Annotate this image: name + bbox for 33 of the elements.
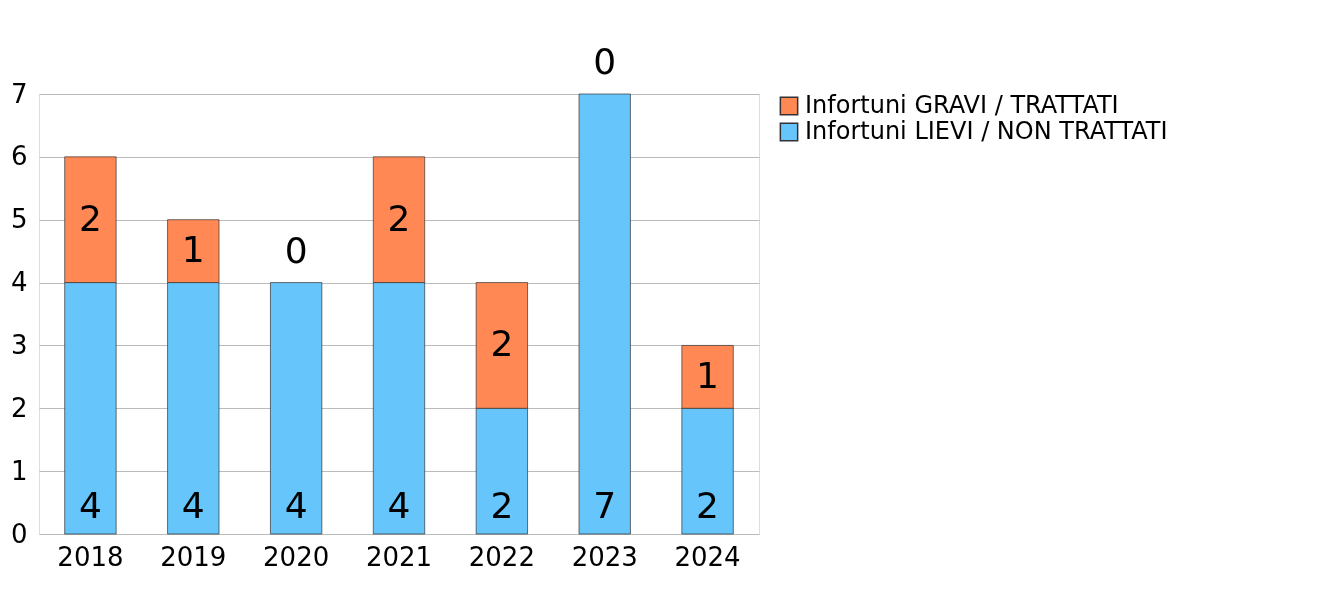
- legend-label: Infortuni LIEVI / NON TRATTATI: [805, 117, 1168, 145]
- y-tick-label: 5: [10, 204, 28, 235]
- y-tick-label: 7: [10, 78, 28, 109]
- data-label: 2: [78, 197, 102, 239]
- y-tick-label: 4: [10, 267, 28, 298]
- data-label: 2: [490, 323, 514, 365]
- data-label: 7: [593, 485, 617, 526]
- data-label: 4: [284, 485, 308, 526]
- x-tick-label: 2024: [674, 541, 741, 572]
- bar: [578, 93, 631, 535]
- x-tick-label: 2021: [365, 541, 433, 572]
- x-tick-label: 2022: [468, 541, 535, 572]
- bar: [270, 282, 323, 535]
- data-label: 1: [181, 229, 205, 271]
- data-label: 4: [78, 485, 102, 526]
- x-tick-label: 2018: [57, 541, 124, 572]
- data-label: 0: [284, 229, 308, 271]
- data-label: 2: [490, 485, 514, 526]
- data-label: 1: [696, 354, 720, 396]
- data-label: 2: [696, 485, 720, 526]
- y-tick-label: 6: [10, 141, 28, 172]
- data-label: 4: [387, 485, 411, 526]
- y-tick-label: 1: [10, 455, 28, 486]
- data-label: 2: [387, 197, 411, 239]
- x-tick-label: 2019: [160, 541, 227, 572]
- data-label: 4: [181, 485, 205, 526]
- legend-label: Infortuni GRAVI / TRATTATI: [805, 91, 1119, 119]
- x-tick-label: 2020: [263, 541, 330, 572]
- data-label: 0: [593, 41, 617, 82]
- x-tick-label: 2023: [571, 541, 638, 572]
- y-tick-label: 3: [10, 329, 28, 360]
- y-tick-label: 2: [10, 392, 28, 423]
- y-tick-label: 0: [10, 518, 28, 549]
